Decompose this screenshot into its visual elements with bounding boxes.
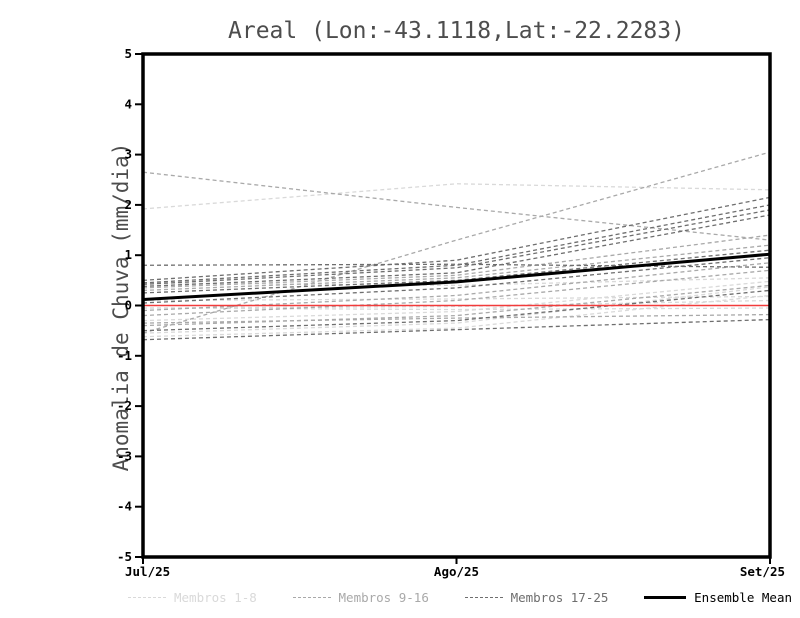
member-line xyxy=(142,299,771,309)
legend-item: Membros 9-16 xyxy=(292,589,429,605)
member-line xyxy=(142,214,771,288)
y-tick-label: 3 xyxy=(124,147,132,162)
member-line xyxy=(142,209,771,286)
legend-label: Membros 17-25 xyxy=(510,589,609,605)
y-tick-label: 2 xyxy=(124,197,132,212)
x-tick-label: Set/25 xyxy=(740,564,785,579)
y-tick-label: -4 xyxy=(117,499,132,514)
y-tick-label: -3 xyxy=(117,448,132,463)
legend-item: Ensemble Mean xyxy=(644,590,792,605)
member-line xyxy=(142,204,771,284)
solid-line-swatch-icon xyxy=(644,595,687,599)
y-tick-label: -5 xyxy=(117,549,132,564)
x-tick-label: Ago/25 xyxy=(434,564,479,579)
dashed-line-swatch-icon xyxy=(128,596,166,598)
legend-item: Membros 1-8 xyxy=(128,590,257,605)
member-line xyxy=(142,313,771,324)
chart-title: Areal (Lon:-43.1118,Lat:-22.2283) xyxy=(228,18,685,44)
legend: Membros 1-8 Membros 9-16 Membros 17-25 E… xyxy=(128,588,792,606)
y-tick-label: 0 xyxy=(124,298,132,313)
member-line xyxy=(142,171,771,241)
legend-label: Ensemble Mean xyxy=(694,589,792,605)
y-tick-label: -2 xyxy=(117,398,132,413)
y-tick-label: -1 xyxy=(117,348,132,363)
y-tick-label: 4 xyxy=(124,96,132,111)
y-tick-label: 5 xyxy=(124,46,132,61)
dashed-line-swatch-icon xyxy=(292,596,331,598)
legend-item: Membros 17-25 xyxy=(464,589,609,605)
ensemble-mean-line xyxy=(142,252,771,301)
member-line xyxy=(142,196,771,281)
dashed-line-swatch-icon xyxy=(464,596,503,598)
x-tick-label: Jul/25 xyxy=(125,564,170,579)
legend-label: Membros 1-8 xyxy=(174,589,257,605)
member-line xyxy=(142,307,771,311)
y-tick-label: 1 xyxy=(124,247,132,262)
legend-label: Membros 9-16 xyxy=(338,589,429,605)
member-line xyxy=(142,183,771,210)
